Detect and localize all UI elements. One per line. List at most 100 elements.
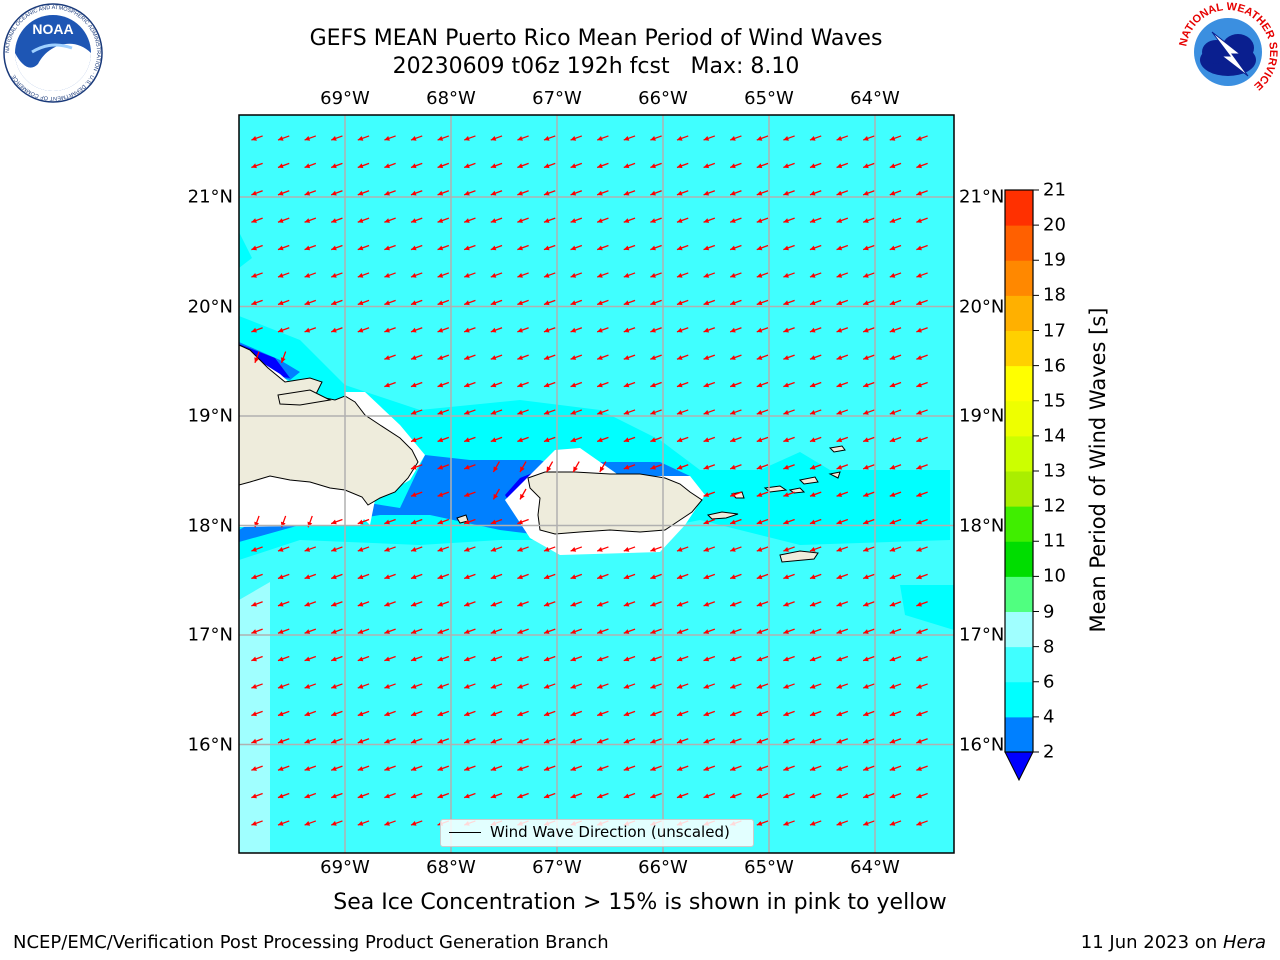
wind-wave-arrow [277,546,290,552]
island-st-croix [779,550,819,563]
wind-wave-arrow [703,683,716,689]
wind-wave-arrow [437,601,450,607]
footer-producer: NCEP/EMC/Verification Post Processing Pr… [13,932,609,953]
wind-wave-arrow [729,765,742,771]
colorbar-under-extension [1004,751,1034,782]
wind-wave-arrow [570,217,583,223]
wind-wave-arrow [384,655,396,662]
wind-wave-arrow [703,354,716,360]
wind-wave-arrow [650,601,662,607]
wind-wave-arrow [729,792,742,799]
wind-wave-arrow [889,546,902,552]
wind-wave-arrow [517,655,529,662]
wind-wave-arrow [889,436,902,443]
sea-ice-note: Sea Ice Concentration > 15% is shown in … [333,890,947,915]
wind-wave-arrow [251,327,263,333]
wind-wave-arrow [889,820,902,826]
wind-wave-arrow [410,738,423,744]
wind-wave-arrow [596,381,609,388]
wind-wave-arrow [623,135,636,141]
wind-wave-arrow [729,655,742,662]
wind-wave-arrow [809,217,822,223]
wind-wave-arrow [862,765,875,771]
wind-wave-arrow [676,464,689,470]
wind-wave-arrow [862,409,875,415]
wind-wave-arrow [384,135,396,141]
wind-wave-arrow [862,436,875,443]
wind-wave-arrow [330,546,343,552]
lat-label-right: 20°N [959,296,1005,317]
wind-wave-arrow [251,765,263,771]
ocean-period-2-4-pr-north [600,462,690,476]
wind-wave-arrow [729,244,742,251]
wind-wave-arrow [277,217,290,223]
wind-wave-arrow [517,628,529,634]
wind-wave-arrow [836,738,849,744]
wind-wave-arrow [703,135,716,141]
wind-wave-arrow [330,190,343,196]
wind-wave-arrow [570,327,583,333]
wind-wave-arrow [251,162,263,169]
wind-wave-arrow [596,299,609,306]
noaa-logo: NOAA NATIONAL OCEANIC AND ATMOSPHERIC AD… [3,3,103,103]
wind-wave-arrow [437,765,450,771]
land-hispaniola [238,344,419,506]
wind-wave-arrow [783,190,795,196]
footer-date: 11 Jun 2023 on Hera [1081,932,1266,953]
wind-wave-arrow [490,655,503,662]
wind-wave-arrow [463,491,476,497]
wind-wave-arrow [570,710,583,717]
lat-label-right: 21°N [959,186,1005,208]
wind-wave-arrow [836,272,849,278]
colorbar-bin [1005,681,1033,718]
wind-wave-arrow [916,491,928,497]
wind-wave-arrow [357,683,370,689]
wind-wave-arrow [437,436,450,443]
wind-wave-arrow [862,573,875,580]
wind-wave-arrow [650,792,662,799]
wind-wave-arrow [277,710,290,717]
wind-wave-arrow [357,518,370,525]
wind-wave-arrow [783,464,795,470]
colorbar-bin [1005,225,1033,261]
wind-wave-arrow [623,381,636,388]
wind-wave-arrow [437,162,450,169]
wind-wave-arrow [251,244,263,251]
wind-wave-arrow [384,381,396,388]
wind-wave-arrow [251,217,263,223]
wind-wave-arrow [437,683,450,689]
wind-wave-arrow [304,135,317,141]
wind-wave-arrow [729,546,742,552]
wind-wave-arrow [330,601,343,607]
colorbar-tick-label: 2 [1043,741,1055,763]
wind-wave-arrow [596,683,609,689]
wind-wave-arrow [277,573,290,580]
colorbar-bin [1005,506,1033,542]
wind-wave-arrow [410,573,423,580]
wind-wave-arrow [703,299,716,306]
wind-wave-arrow [304,573,317,580]
wind-wave-arrow [623,765,636,771]
wind-wave-arrow [437,354,450,360]
wind-wave-arrow [410,628,423,634]
wind-wave-arrow [836,573,849,580]
wind-wave-arrow [463,546,476,552]
wind-wave-arrow [463,135,476,141]
wind-wave-arrow [437,217,450,223]
wind-wave-arrow [330,217,343,223]
wind-wave-arrow [463,601,476,607]
map-frame [238,114,955,854]
lat-label-right: 19°N [959,405,1005,427]
wind-wave-arrow [703,491,716,497]
lat-label-left: 17°N [187,624,233,646]
wind-wave-arrow [729,518,742,525]
wind-wave-arrow [703,546,716,552]
lon-label-bottom: 64°W [850,857,900,878]
island-tortola [798,476,819,485]
wind-wave-arrow [623,272,636,278]
wind-wave-arrow [463,190,476,196]
wind-wave-arrow [889,299,902,306]
wind-wave-arrow [519,461,527,473]
wind-wave-arrow [463,217,476,223]
wind-wave-arrow [889,217,902,223]
